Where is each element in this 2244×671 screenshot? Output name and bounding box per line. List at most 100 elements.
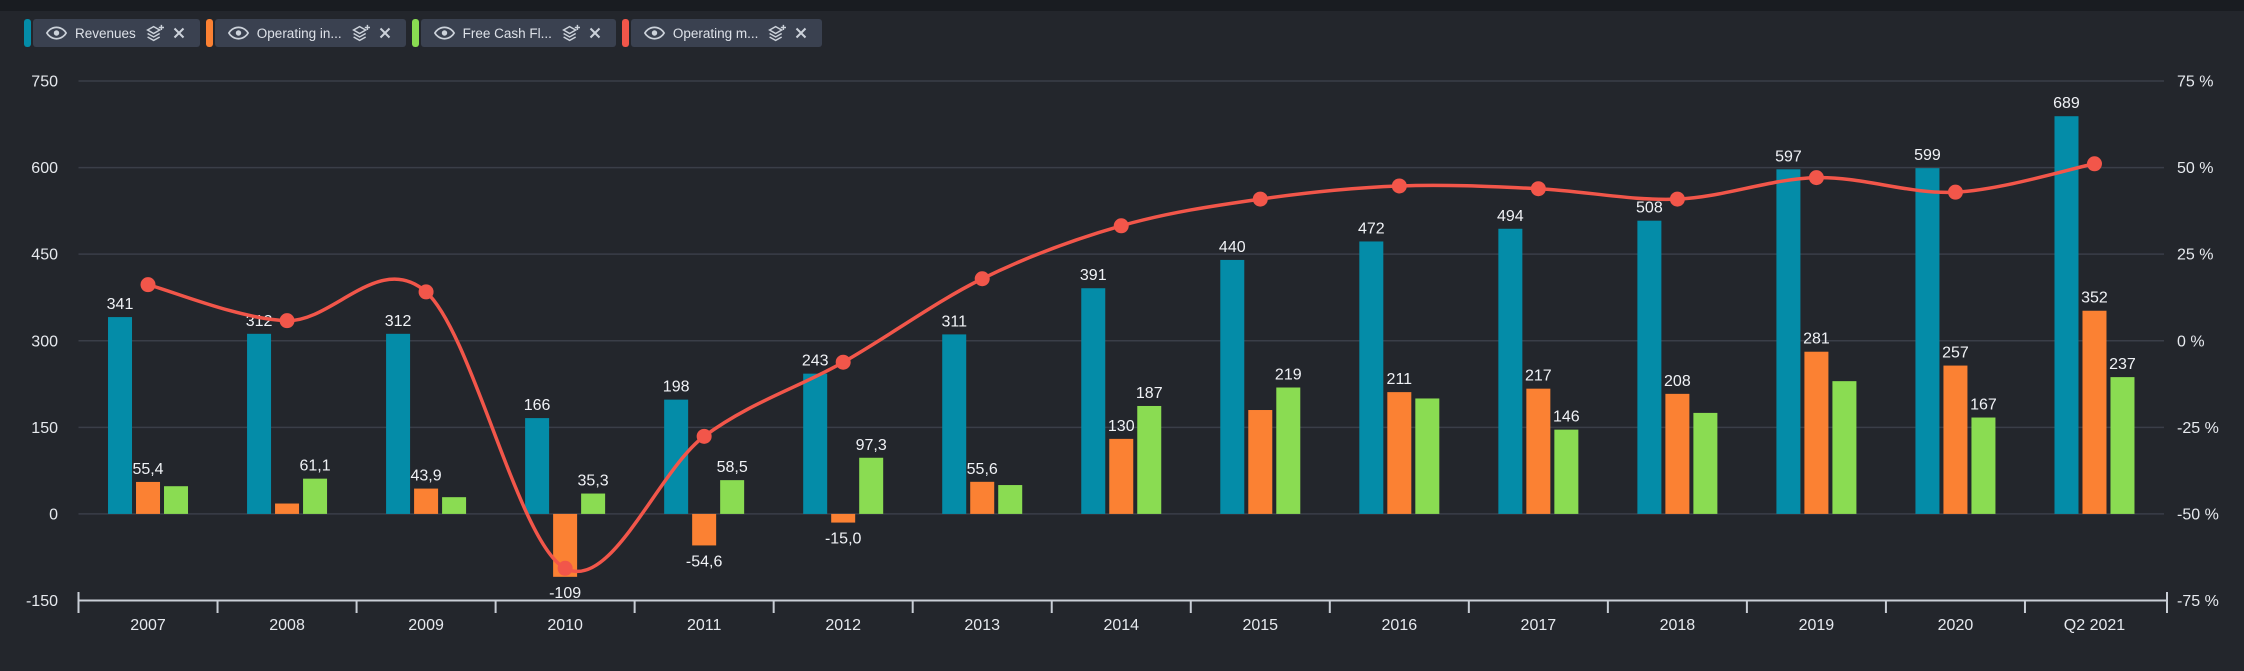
point-operating-margin-2015[interactable] bbox=[1252, 191, 1268, 207]
bar-revenues-2019[interactable] bbox=[1776, 169, 1801, 514]
point-operating-margin-2008[interactable] bbox=[279, 313, 295, 329]
point-operating-margin-2007[interactable] bbox=[140, 277, 156, 293]
point-operating-margin-Q2 2021[interactable] bbox=[2086, 156, 2102, 172]
x-axis-label: 2011 bbox=[687, 617, 722, 634]
layers-icon[interactable] bbox=[766, 24, 787, 43]
bar-operating-income-2014[interactable] bbox=[1109, 438, 1134, 514]
bar-revenues-2016[interactable] bbox=[1359, 241, 1384, 514]
operating-margin-line[interactable] bbox=[147, 162, 2095, 573]
bar-value-label: 281 bbox=[1803, 331, 1830, 348]
eye-icon[interactable] bbox=[643, 26, 665, 40]
bar-revenues-2015[interactable] bbox=[1220, 259, 1245, 514]
layers-icon[interactable] bbox=[144, 24, 165, 43]
eye-icon[interactable] bbox=[433, 26, 455, 40]
x-axis-label: 2012 bbox=[825, 617, 861, 634]
bar-free-cash-flow-2017[interactable] bbox=[1554, 429, 1579, 514]
bar-value-label: 494 bbox=[1497, 208, 1524, 225]
point-operating-margin-2010[interactable] bbox=[557, 560, 573, 576]
bar-revenues-2020[interactable] bbox=[1915, 168, 1940, 514]
bar-free-cash-flow-2013[interactable] bbox=[998, 485, 1023, 514]
legend-chip-free-cash-flow[interactable]: Free Cash Fl... bbox=[411, 19, 616, 47]
close-icon[interactable] bbox=[589, 27, 601, 39]
bar-operating-income-2011[interactable] bbox=[692, 513, 717, 546]
point-operating-margin-2018[interactable] bbox=[1669, 191, 1685, 207]
layers-icon[interactable] bbox=[350, 24, 371, 43]
point-operating-margin-2020[interactable] bbox=[1947, 184, 1963, 200]
series-color-swatch bbox=[621, 19, 629, 47]
legend-chip-revenues[interactable]: Revenues bbox=[24, 19, 200, 47]
bar-revenues-2013[interactable] bbox=[942, 334, 967, 514]
bar-value-label: 198 bbox=[663, 379, 690, 396]
bar-revenues-2018[interactable] bbox=[1637, 220, 1662, 514]
bar-free-cash-flow-2020[interactable] bbox=[1971, 417, 1996, 514]
close-icon[interactable] bbox=[379, 27, 391, 39]
bar-free-cash-flow-2008[interactable] bbox=[303, 478, 328, 514]
y-axis-tick-label-left: 450 bbox=[31, 247, 58, 264]
bar-value-label: 167 bbox=[1970, 397, 1997, 414]
bar-revenues-2009[interactable] bbox=[386, 333, 411, 514]
point-operating-margin-2017[interactable] bbox=[1530, 181, 1546, 197]
bar-free-cash-flow-2010[interactable] bbox=[581, 493, 606, 514]
bar-value-label: 166 bbox=[524, 397, 551, 414]
bar-operating-income-2013[interactable] bbox=[970, 481, 995, 514]
point-operating-margin-2019[interactable] bbox=[1808, 170, 1824, 186]
bar-operating-income-2018[interactable] bbox=[1665, 393, 1690, 514]
point-operating-margin-2016[interactable] bbox=[1391, 178, 1407, 194]
point-operating-margin-2009[interactable] bbox=[418, 284, 434, 300]
bar-free-cash-flow-2014[interactable] bbox=[1137, 405, 1162, 514]
bar-revenues-2012[interactable] bbox=[803, 373, 828, 514]
legend-chip-operating-margin[interactable]: Operating m... bbox=[621, 19, 823, 47]
bar-free-cash-flow-2012[interactable] bbox=[859, 457, 884, 514]
bar-operating-income-2012[interactable] bbox=[831, 513, 856, 523]
bar-free-cash-flow-2018[interactable] bbox=[1693, 412, 1718, 514]
close-icon[interactable] bbox=[795, 27, 807, 39]
bar-revenues-Q2 2021[interactable] bbox=[2054, 116, 2079, 514]
x-axis-label: 2017 bbox=[1521, 617, 1557, 634]
point-operating-margin-2014[interactable] bbox=[1113, 218, 1129, 234]
bar-operating-income-2016[interactable] bbox=[1387, 392, 1412, 514]
x-axis-label: 2018 bbox=[1660, 617, 1696, 634]
bar-revenues-2008[interactable] bbox=[247, 333, 272, 514]
x-axis-label: 2009 bbox=[408, 617, 444, 634]
point-operating-margin-2013[interactable] bbox=[974, 271, 990, 287]
x-axis-label: 2015 bbox=[1242, 617, 1278, 634]
bar-free-cash-flow-2011[interactable] bbox=[720, 480, 745, 514]
legend-chip-operating-income[interactable]: Operating in... bbox=[205, 19, 406, 47]
series-color-swatch bbox=[205, 19, 213, 47]
bar-free-cash-flow-2009[interactable] bbox=[442, 497, 467, 514]
bar-free-cash-flow-Q2 2021[interactable] bbox=[2110, 377, 2135, 514]
x-axis-label: Q2 2021 bbox=[2064, 617, 2125, 634]
bar-revenues-2014[interactable] bbox=[1081, 288, 1106, 514]
bar-free-cash-flow-2007[interactable] bbox=[164, 486, 189, 514]
y-axis-tick-label-left: 750 bbox=[31, 74, 58, 91]
close-icon[interactable] bbox=[173, 27, 185, 39]
eye-icon[interactable] bbox=[227, 26, 249, 40]
bar-free-cash-flow-2019[interactable] bbox=[1832, 381, 1857, 514]
bar-operating-income-2020[interactable] bbox=[1943, 365, 1968, 514]
bar-value-label: 208 bbox=[1664, 373, 1691, 390]
bar-operating-income-2017[interactable] bbox=[1526, 388, 1551, 514]
bar-operating-income-2007[interactable] bbox=[136, 481, 161, 514]
top-edge-strip bbox=[0, 0, 2244, 11]
eye-icon[interactable] bbox=[46, 26, 67, 40]
bar-revenues-2007[interactable] bbox=[108, 317, 133, 514]
bar-operating-income-2009[interactable] bbox=[414, 488, 439, 514]
bar-free-cash-flow-2016[interactable] bbox=[1415, 398, 1440, 514]
point-operating-margin-2011[interactable] bbox=[696, 428, 712, 444]
bar-value-label: 312 bbox=[385, 313, 412, 330]
series-color-swatch bbox=[411, 19, 419, 47]
bar-operating-income-2008[interactable] bbox=[275, 503, 300, 514]
bar-operating-income-Q2 2021[interactable] bbox=[2082, 310, 2107, 514]
bar-free-cash-flow-2015[interactable] bbox=[1276, 387, 1301, 514]
bar-value-label: 440 bbox=[1219, 239, 1246, 256]
bar-operating-income-2015[interactable] bbox=[1248, 410, 1273, 514]
bar-value-label: 508 bbox=[1636, 200, 1663, 217]
x-axis-label: 2014 bbox=[1103, 617, 1139, 634]
bar-value-label: 597 bbox=[1775, 148, 1802, 165]
bar-revenues-2010[interactable] bbox=[525, 418, 550, 514]
point-operating-margin-2012[interactable] bbox=[835, 354, 851, 370]
y-axis-tick-label-right: 25 % bbox=[2177, 247, 2213, 264]
bar-revenues-2017[interactable] bbox=[1498, 228, 1523, 514]
bar-operating-income-2019[interactable] bbox=[1804, 351, 1829, 514]
layers-icon[interactable] bbox=[560, 24, 581, 43]
